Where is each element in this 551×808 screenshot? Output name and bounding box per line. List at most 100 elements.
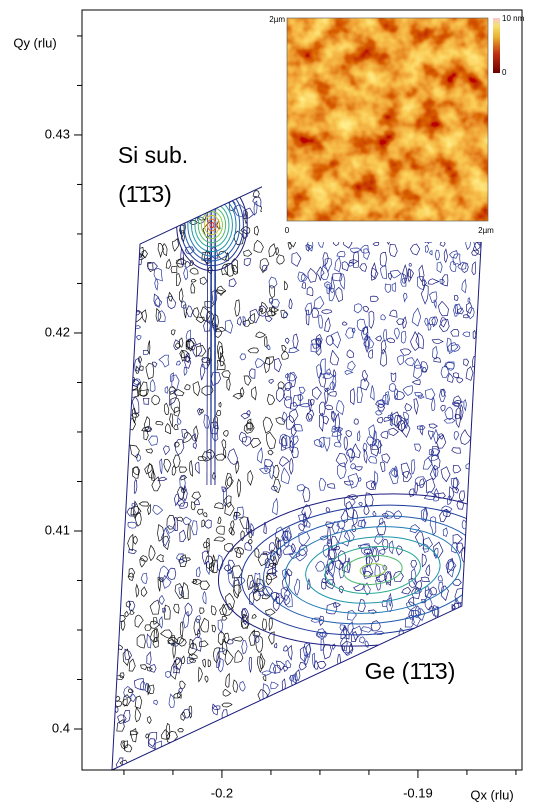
noise-contour	[331, 643, 336, 651]
noise-contour	[132, 535, 138, 545]
noise-contour	[223, 632, 230, 644]
noise-contour	[261, 670, 272, 676]
noise-contour	[162, 574, 172, 589]
noise-contour	[291, 446, 299, 459]
noise-contour	[172, 454, 181, 469]
noise-contour	[225, 592, 235, 611]
noise-contour	[165, 258, 172, 269]
noise-contour	[343, 626, 347, 638]
noise-contour	[124, 610, 129, 618]
noise-contour	[332, 426, 344, 432]
noise-contour	[191, 520, 198, 536]
noise-contour	[191, 578, 202, 585]
noise-contour	[174, 493, 180, 507]
noise-contour	[204, 675, 209, 683]
noise-contour	[189, 267, 199, 275]
noise-contour	[205, 555, 214, 570]
noise-contour	[450, 329, 460, 337]
noise-contour	[374, 563, 381, 579]
noise-contour	[357, 519, 367, 528]
noise-contour	[379, 251, 387, 267]
noise-contour	[120, 740, 125, 750]
noise-contour	[173, 665, 180, 674]
noise-contour	[370, 620, 381, 632]
noise-contour	[204, 300, 215, 309]
noise-contour	[438, 319, 450, 332]
noise-contour	[346, 349, 355, 358]
noise-contour	[289, 457, 294, 475]
noise-contour	[168, 693, 175, 708]
noise-contour	[192, 636, 202, 652]
noise-contour	[232, 264, 239, 275]
colorbar-label: 10 nm	[502, 14, 525, 23]
noise-contour	[246, 516, 250, 535]
noise-contour	[228, 200, 236, 212]
noise-contour	[266, 393, 276, 405]
streak	[214, 135, 217, 486]
noise-contour	[282, 530, 289, 541]
noise-contour	[128, 567, 136, 578]
noise-contour	[135, 365, 140, 374]
noise-contour	[448, 560, 457, 571]
noise-contour	[239, 386, 245, 398]
noise-contour	[117, 714, 127, 725]
noise-contour	[129, 730, 139, 736]
noise-contour	[275, 537, 279, 550]
noise-contour	[200, 617, 209, 633]
noise-contour	[368, 349, 373, 359]
noise-contour	[337, 527, 350, 547]
noise-contour	[233, 512, 241, 517]
noise-contour	[147, 738, 156, 750]
noise-contour	[450, 477, 460, 489]
noise-contour	[380, 265, 387, 280]
noise-contour	[452, 395, 462, 408]
noise-contour	[403, 411, 410, 422]
noise-contour	[149, 599, 160, 615]
noise-contour	[465, 302, 473, 314]
noise-contour	[188, 653, 198, 659]
noise-contour	[243, 207, 254, 219]
noise-contour	[429, 516, 437, 536]
noise-contour	[424, 585, 430, 598]
noise-contour	[183, 366, 188, 376]
noise-contour	[343, 480, 354, 486]
noise-contour	[138, 381, 148, 397]
noise-contour	[419, 478, 425, 488]
afm-frame	[286, 17, 489, 222]
noise-contour	[258, 590, 264, 596]
noise-contour	[333, 545, 341, 551]
noise-contour	[245, 421, 253, 430]
noise-contour	[247, 347, 260, 354]
noise-contour	[382, 564, 388, 571]
noise-contour	[386, 337, 396, 344]
noise-contour	[273, 478, 281, 494]
noise-contour	[372, 510, 377, 517]
noise-contour	[359, 263, 367, 272]
noise-contour	[431, 316, 438, 328]
noise-contour	[181, 300, 187, 309]
noise-contour	[305, 643, 311, 659]
noise-contour	[189, 220, 198, 225]
noise-contour	[145, 448, 154, 454]
noise-contour	[223, 495, 232, 508]
noise-contour	[227, 569, 233, 575]
noise-contour	[385, 390, 390, 406]
afm-inset: 2µm 0 2µm 10 nm 0	[262, 12, 525, 242]
noise-contour	[375, 578, 382, 591]
noise-contour	[146, 666, 153, 672]
noise-contour	[132, 311, 143, 323]
noise-contour	[357, 544, 372, 550]
noise-contour	[433, 464, 439, 477]
noise-contour	[199, 607, 205, 615]
noise-contour	[375, 410, 383, 416]
noise-contour	[298, 531, 311, 547]
noise-contour	[149, 378, 156, 393]
noise-contour	[327, 526, 331, 544]
noise-contour	[253, 589, 261, 602]
noise-contour	[357, 430, 361, 442]
noise-contour	[288, 347, 300, 353]
noise-contour	[417, 394, 425, 399]
noise-contour	[240, 412, 251, 420]
noise-contour	[211, 624, 217, 633]
noise-contour	[310, 617, 323, 623]
